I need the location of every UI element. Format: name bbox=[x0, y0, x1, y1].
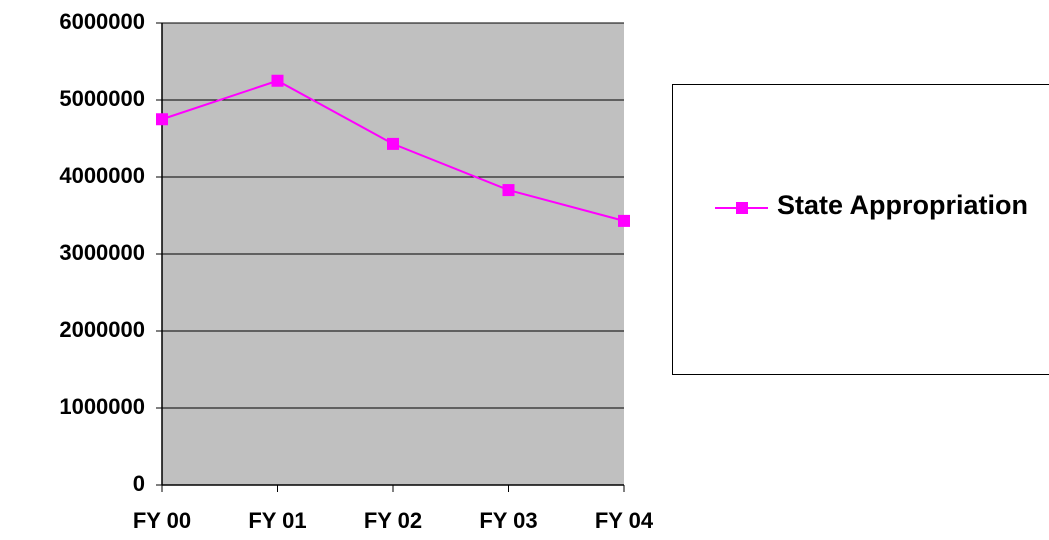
legend-marker bbox=[736, 202, 748, 214]
y-tick-label: 3000000 bbox=[59, 240, 145, 265]
data-point bbox=[387, 137, 399, 150]
x-tick-label: FY 03 bbox=[479, 508, 537, 533]
legend-box bbox=[672, 84, 1049, 375]
x-tick-label: FY 02 bbox=[364, 508, 422, 533]
y-tick-label: 1000000 bbox=[59, 394, 145, 419]
data-point bbox=[156, 113, 168, 126]
legend-label: State Appropriation bbox=[777, 190, 1029, 220]
data-point bbox=[618, 214, 630, 227]
x-tick-label: FY 01 bbox=[248, 508, 306, 533]
y-tick-label: 2000000 bbox=[59, 317, 145, 342]
data-point bbox=[271, 74, 284, 87]
x-tick-label: FY 00 bbox=[133, 508, 191, 533]
y-tick-label: 6000000 bbox=[59, 9, 145, 34]
x-tick-label: FY 04 bbox=[595, 508, 654, 533]
y-tick-label: 0 bbox=[133, 471, 145, 496]
y-tick-label: 5000000 bbox=[59, 86, 145, 111]
data-point bbox=[502, 184, 515, 197]
y-tick-label: 4000000 bbox=[59, 163, 145, 188]
